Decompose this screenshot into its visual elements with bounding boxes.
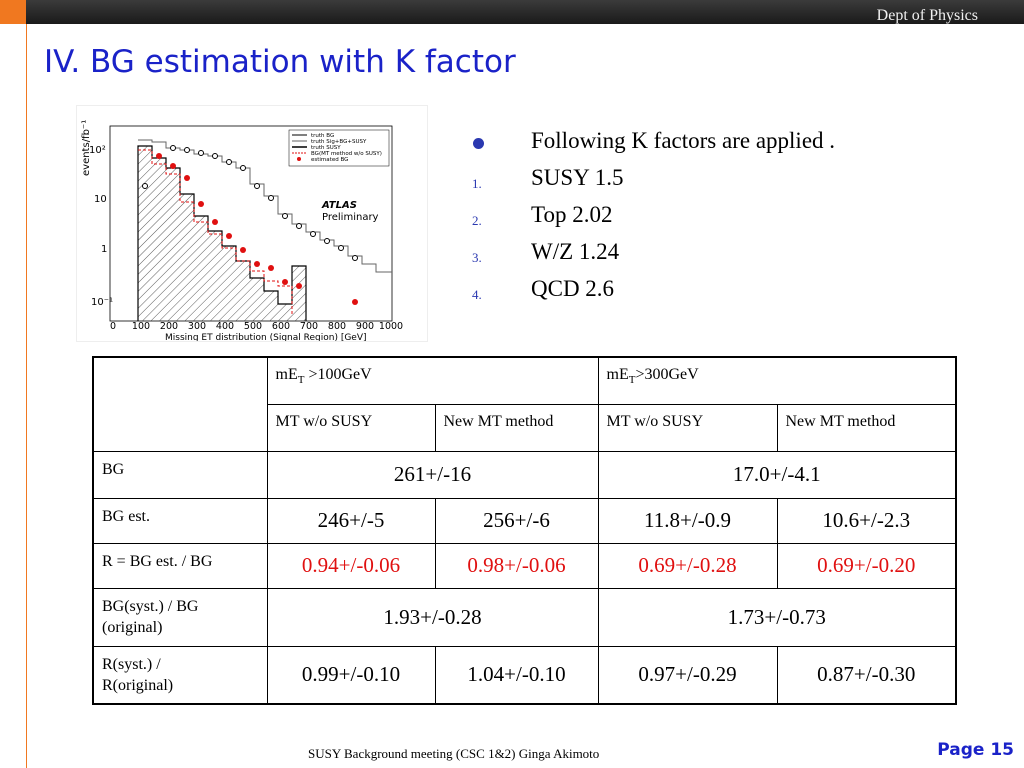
table-cell: 1.73+/-0.73 (597, 587, 957, 647)
table-cell: 17.0+/-4.1 (597, 450, 957, 499)
svg-text:100: 100 (132, 321, 150, 332)
top-bar: Dept of Physics (0, 0, 1024, 24)
table-cell: 0.87+/-0.30 (776, 645, 957, 705)
table-subheader-row: MT w/o SUSY New MT method MT w/o SUSY Ne… (93, 403, 957, 452)
bullet-dot-icon (473, 138, 484, 149)
row-label: R = BG est. / BG (92, 542, 268, 589)
method-header: New MT method (434, 403, 599, 452)
list-number: 2. (472, 213, 482, 228)
svg-text:0: 0 (110, 321, 116, 332)
svg-text:BG(MT method w/o SUSY): BG(MT method w/o SUSY) (311, 151, 382, 157)
table-cell: 0.98+/-0.06 (434, 542, 599, 589)
table-row: BG(syst.) / BG (original) 1.93+/-0.28 1.7… (92, 587, 957, 647)
plot-legend: truth BG truth Sig+BG+SUSY truth SUSY BG… (288, 129, 390, 167)
svg-text:1000: 1000 (379, 321, 403, 332)
y-tick: 1 (101, 244, 107, 255)
svg-text:truth SUSY: truth SUSY (311, 145, 341, 151)
table-cell: 1.04+/-0.10 (434, 645, 599, 705)
svg-text:500: 500 (244, 321, 262, 332)
list-text: SUSY 1.5 (531, 165, 624, 190)
preliminary-label: Preliminary (322, 212, 379, 223)
y-axis-label: events/fb⁻¹ (81, 120, 92, 176)
list-text: QCD 2.6 (531, 276, 615, 301)
svg-text:700: 700 (300, 321, 318, 332)
svg-text:600: 600 (272, 321, 290, 332)
svg-text:estimated BG: estimated BG (311, 157, 348, 163)
svg-text:truth BG: truth BG (311, 133, 334, 139)
page-number: Page 15 (937, 740, 1014, 760)
method-header: MT w/o SUSY (266, 403, 436, 452)
y-tick: 10⁻¹ (91, 297, 113, 308)
y-tick: 10 (94, 194, 107, 205)
left-accent-line (26, 24, 27, 768)
list-number: 1. (472, 176, 482, 191)
row-label: R(syst.) / R(original) (92, 645, 268, 705)
table-cell: 0.94+/-0.06 (266, 542, 436, 589)
table-cell: 246+/-5 (266, 497, 436, 544)
table-cell: 0.69+/-0.20 (776, 542, 957, 589)
table-row: R = BG est. / BG 0.94+/-0.06 0.98+/-0.06… (92, 542, 957, 589)
method-header: MT w/o SUSY (597, 403, 778, 452)
svg-text:800: 800 (328, 321, 346, 332)
table-cell: 11.8+/-0.9 (597, 497, 778, 544)
met-histogram: events/fb⁻¹ 10² 10 1 10⁻¹ truth BG truth… (76, 105, 428, 343)
svg-text:200: 200 (160, 321, 178, 332)
list-text: Top 2.02 (531, 202, 613, 227)
estimated-bg-line (138, 149, 293, 316)
results-table: mET >100GeV mET>300GeV MT w/o SUSY New M… (92, 356, 957, 705)
cut-header-300: mET>300GeV (597, 356, 957, 405)
table-row: BG est. 246+/-5 256+/-6 11.8+/-0.9 10.6+… (92, 497, 957, 544)
dept-label: Dept of Physics (876, 7, 978, 24)
table-cell: 10.6+/-2.3 (776, 497, 957, 544)
truth-sum-line (138, 139, 392, 273)
row-label: BG (92, 450, 268, 499)
svg-text:900: 900 (356, 321, 374, 332)
orange-accent (0, 0, 26, 24)
footer-text: SUSY Background meeting (CSC 1&2) Ginga … (308, 746, 600, 761)
table-row: R(syst.) / R(original) 0.99+/-0.10 1.04+/… (92, 645, 957, 705)
table-header-row: mET >100GeV mET>300GeV (92, 356, 957, 452)
table-cell: 1.93+/-0.28 (266, 587, 599, 647)
x-ticks: 0 100 200 300 400 500 600 700 800 900 10… (110, 321, 403, 332)
x-axis-label: Missing ET distribution (Signal Region) … (165, 333, 367, 341)
cut-header-100: mET >100GeV (266, 356, 599, 405)
table-cell: 256+/-6 (434, 497, 599, 544)
bullet-heading: Following K factors are applied . (531, 128, 836, 153)
list-number: 3. (472, 250, 482, 265)
row-label: BG(syst.) / BG (original) (92, 587, 268, 647)
table-cell: 0.69+/-0.28 (597, 542, 778, 589)
svg-text:truth Sig+BG+SUSY: truth Sig+BG+SUSY (311, 139, 367, 145)
corner-cell (92, 356, 268, 452)
svg-text:400: 400 (216, 321, 234, 332)
list-text: W/Z 1.24 (531, 239, 620, 264)
slide-title: IV. BG estimation with K factor (44, 44, 516, 80)
row-label: BG est. (92, 497, 268, 544)
method-header: New MT method (776, 403, 957, 452)
estimated-bg-points (156, 153, 358, 305)
sig-markers (142, 145, 358, 261)
table-row: BG 261+/-16 17.0+/-4.1 (92, 450, 957, 499)
atlas-label: ATLAS (321, 200, 357, 211)
table-cell: 261+/-16 (266, 450, 599, 499)
y-tick: 10² (89, 145, 106, 156)
svg-text:300: 300 (188, 321, 206, 332)
list-number: 4. (472, 287, 482, 302)
table-cell: 0.99+/-0.10 (266, 645, 436, 705)
table-cell: 0.97+/-0.29 (597, 645, 778, 705)
